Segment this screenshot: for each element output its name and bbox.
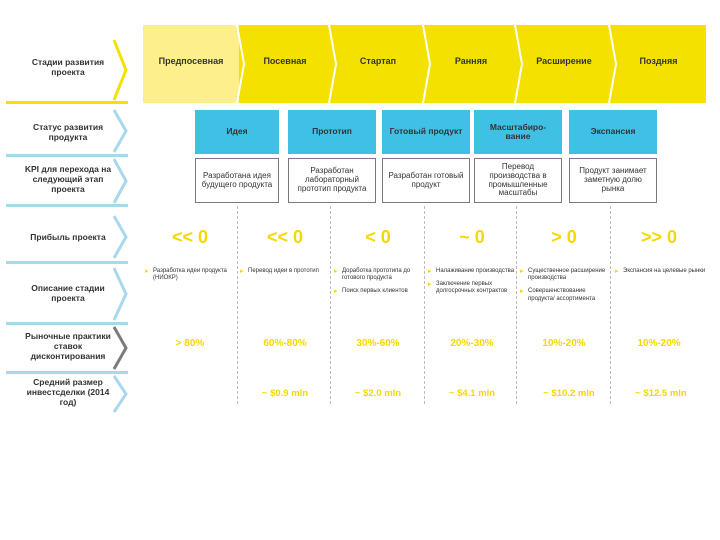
stages-row-band [6, 101, 128, 104]
description-item: Перевод идеи в прототип [240, 268, 332, 277]
stage-startup: Стартап [331, 25, 425, 103]
description-item: Доработка прототипа до готового продукта [334, 268, 426, 282]
status-row-band [6, 154, 128, 157]
kpi-scaling: Перевод производства в промышленные масш… [474, 158, 562, 203]
discount-value: 10%-20% [542, 338, 586, 349]
profit-row-label: Прибыль проекта [30, 232, 106, 243]
stage-label: Предпосевная [158, 56, 224, 66]
kpi-row-label: KPI для перехода на следующий этап проек… [24, 164, 112, 194]
description-item: Налаживание производства [428, 268, 520, 277]
description-row-label: Описание стадии проекта [31, 283, 105, 303]
discount-value: 30%-60% [356, 338, 400, 349]
stage-separator-icon [514, 25, 524, 103]
stage-separator-icon [328, 25, 338, 103]
stages-row-label: Стадии развития проекта [31, 57, 105, 77]
stage-expansion: Расширение [517, 25, 611, 103]
description-item: Совершенствование продукта/ ассортимента [520, 288, 612, 302]
stage-seed: Посевная [239, 25, 331, 103]
stage-separator-icon [422, 25, 432, 103]
discount-row-label: Рыночные практики ставок дисконтирования [25, 331, 111, 361]
kpi-expansion: Продукт занимает заметную долю рынка [569, 158, 657, 203]
status-idea: Идея [195, 110, 279, 154]
investment-value: ~ $2.0 mln [354, 388, 402, 399]
description-row-chevron-icon [112, 267, 128, 321]
discount-value: 20%-30% [450, 338, 494, 349]
description-item: Существенное расширение производства [520, 268, 612, 282]
description-column: Доработка прототипа до готового продукта… [334, 268, 426, 302]
stage-label: Поздняя [639, 56, 678, 66]
profit-value: >> 0 [640, 226, 678, 247]
stage-preseed: Предпосевная [143, 25, 239, 103]
profit-row-chevron-icon [112, 215, 128, 259]
description-column: Налаживание производства Заключение перв… [428, 268, 520, 302]
column-divider [516, 206, 517, 404]
profit-value: << 0 [266, 226, 304, 247]
status-ready-product: Готовый продукт [382, 110, 470, 154]
profit-value: > 0 [551, 226, 577, 247]
status-row-chevron-icon [112, 109, 128, 153]
investment-value: ~ $12.5 mln [635, 388, 687, 399]
description-item: Заключение первых долгосрочных контракто… [428, 281, 520, 295]
description-item: Поиск первых клиентов [334, 288, 426, 297]
status-row-label: Статус развития продукта [32, 122, 104, 142]
investment-value: ~ $0.9 mln [261, 388, 309, 399]
description-row-band [6, 322, 128, 325]
description-column: Разработка идеи продукта (НИОКР) [145, 268, 237, 288]
kpi-row-chevron-icon [112, 158, 128, 204]
stage-label: Расширение [536, 56, 592, 66]
stage-early: Ранняя [425, 25, 517, 103]
description-column: Экспансия на целевые рынки [615, 268, 707, 281]
column-divider [330, 206, 331, 404]
status-expansion: Экспансия [569, 110, 657, 154]
kpi-row-band [6, 204, 128, 207]
stages-row-chevron-icon [112, 39, 128, 101]
description-item: Разработка идеи продукта (НИОКР) [145, 268, 237, 282]
investment-row-chevron-icon [112, 375, 128, 413]
column-divider [237, 206, 238, 404]
stage-label: Стартап [359, 56, 397, 66]
stage-late: Поздняя [611, 25, 706, 103]
column-divider [424, 206, 425, 404]
kpi-idea: Разработана идея будущего продукта [195, 158, 279, 203]
discount-value: 60%-80% [263, 338, 307, 349]
status-scaling: Масштабиро-вание [474, 110, 562, 154]
profit-row-band [6, 261, 128, 264]
profit-value: << 0 [171, 226, 209, 247]
status-prototype: Прототип [288, 110, 376, 154]
stage-label: Посевная [263, 56, 307, 66]
kpi-prototype: Разработан лабораторный прототип продукт… [288, 158, 376, 203]
discount-row-chevron-icon [112, 326, 128, 370]
discount-value: 10%-20% [637, 338, 681, 349]
stage-label: Ранняя [454, 56, 488, 66]
description-column: Перевод идеи в прототип [240, 268, 332, 281]
profit-value: < 0 [365, 226, 391, 247]
stage-separator-icon [236, 25, 246, 103]
profit-value: ~ 0 [459, 226, 485, 247]
stage-separator-icon [608, 25, 618, 103]
investment-value: ~ $4.1 mln [448, 388, 496, 399]
column-divider [610, 206, 611, 404]
investment-row-label: Средний размер инвестсделки (2014 год) [26, 377, 110, 407]
discount-row-band [6, 371, 128, 374]
description-item: Экспансия на целевые рынки [615, 268, 707, 277]
investment-value: ~ $10.2 mln [543, 388, 595, 399]
kpi-ready-product: Разработан готовый продукт [382, 158, 470, 203]
discount-value: > 80% [175, 338, 205, 349]
description-column: Существенное расширение производства Сов… [520, 268, 612, 309]
